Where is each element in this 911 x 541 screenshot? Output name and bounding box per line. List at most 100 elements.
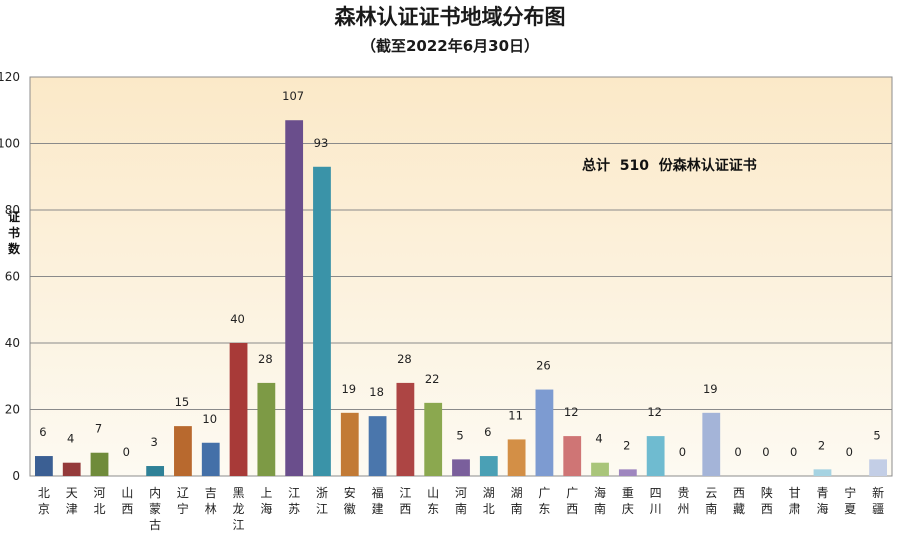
x-tick-label: 州 <box>677 502 689 516</box>
data-label: 5 <box>456 428 463 442</box>
x-tick-label: 四 <box>650 486 662 500</box>
x-tick-label: 内 <box>149 486 161 500</box>
data-label: 19 <box>341 382 356 396</box>
x-tick-label: 海 <box>594 485 606 500</box>
y-tick-layer: 0 20 40 60 80 100 120 <box>0 70 20 483</box>
y-tick-label: 20 <box>5 403 20 417</box>
data-label: 107 <box>282 89 304 103</box>
x-tick-label: 山 <box>427 486 439 500</box>
y-axis-label-char: 书 <box>8 225 20 240</box>
x-tick-label: 黑 <box>233 486 245 500</box>
x-tick-label: 川 <box>650 502 662 516</box>
x-tick-label: 辽 <box>177 486 189 500</box>
x-tick-label: 宁 <box>177 501 189 516</box>
x-tick-label: 山 <box>121 486 133 500</box>
x-tick-label: 吉 <box>205 486 217 500</box>
bar <box>618 469 637 476</box>
total-annotation: 总计 510 份森林认证证书 <box>582 157 757 174</box>
data-label: 0 <box>790 445 797 459</box>
data-label: 18 <box>369 385 384 399</box>
x-tick-label: 浙 <box>316 486 328 500</box>
x-tick-label: 南 <box>705 501 717 516</box>
x-tick-label: 甘 <box>789 486 801 500</box>
y-tick-label: 100 <box>0 137 20 151</box>
y-tick-label: 40 <box>5 336 20 350</box>
x-tick-label: 宁 <box>844 485 856 500</box>
x-tick-label: 陕 <box>761 485 773 500</box>
x-tick-label: 北 <box>94 502 106 516</box>
data-label: 40 <box>230 312 245 326</box>
x-tick-label: 天 <box>66 486 78 500</box>
bar <box>396 382 415 476</box>
y-tick-label: 120 <box>0 70 20 84</box>
data-label: 4 <box>67 432 74 446</box>
y-axis-label-char: 证 <box>8 210 20 224</box>
x-tick-label: 津 <box>66 502 78 516</box>
bar <box>813 469 832 476</box>
x-tick-label: 肃 <box>789 502 801 516</box>
data-label: 19 <box>703 382 718 396</box>
data-label: 12 <box>647 405 662 419</box>
bar <box>702 412 721 476</box>
x-tick-label: 西 <box>761 502 773 516</box>
data-label: 11 <box>508 408 523 422</box>
x-tick-label: 西 <box>733 486 745 500</box>
y-tick-label: 80 <box>5 203 20 217</box>
y-axis-label: 证书数 <box>8 210 21 256</box>
x-tick-label: 河 <box>455 486 467 500</box>
x-tick-label: 东 <box>538 502 550 516</box>
bar <box>285 120 304 476</box>
x-tick-label: 河 <box>94 486 106 500</box>
x-tick-label: 湖 <box>511 485 523 500</box>
data-label: 2 <box>623 438 630 452</box>
bar <box>507 439 526 476</box>
x-tick-label: 贵 <box>677 486 689 500</box>
x-tick-label: 江 <box>233 518 245 532</box>
data-label-layer: 6 4 7 0 3 15 10 40 28 107 93 19 18 28 22 5 6 11 26 12 4 2 12 0 1… <box>39 89 881 459</box>
x-tick-label: 林 <box>205 502 217 516</box>
data-label: 26 <box>536 359 551 373</box>
x-tick-label: 海 <box>816 501 828 516</box>
bar <box>146 466 165 476</box>
chart-title: 森林认证证书地域分布图 <box>335 5 566 29</box>
x-tick-label: 重 <box>622 486 634 500</box>
data-label: 4 <box>595 432 602 446</box>
grid-layer <box>30 143 892 410</box>
bar <box>35 456 53 476</box>
data-label: 0 <box>762 445 769 459</box>
data-label: 6 <box>484 425 491 439</box>
x-tick-label: 湖 <box>483 485 495 500</box>
bar <box>340 412 359 476</box>
bar <box>368 416 387 476</box>
x-tick-label: 北 <box>38 486 50 500</box>
x-tick-label: 新 <box>872 485 884 500</box>
data-label: 0 <box>679 445 686 459</box>
data-label: 0 <box>846 445 853 459</box>
bar <box>90 452 109 476</box>
data-label: 2 <box>818 438 825 452</box>
x-tick-label: 西 <box>399 502 411 516</box>
x-tick-label: 苏 <box>288 502 300 516</box>
data-label: 3 <box>150 435 157 449</box>
x-tick-label: 江 <box>399 486 411 500</box>
data-label: 22 <box>425 372 440 386</box>
x-tick-label: 蒙 <box>149 502 161 516</box>
data-label: 0 <box>123 445 130 459</box>
bar <box>313 166 331 476</box>
y-tick-label: 0 <box>12 469 20 483</box>
x-tick-label: 安 <box>344 485 356 500</box>
bar <box>591 462 609 476</box>
x-tick-label: 广 <box>538 486 550 500</box>
y-axis-label-char: 数 <box>8 241 21 256</box>
bar <box>424 402 443 476</box>
bar <box>174 426 192 476</box>
data-label: 0 <box>734 445 741 459</box>
data-label: 28 <box>258 352 273 366</box>
bar <box>452 459 470 476</box>
x-tick-label: 江 <box>288 486 300 500</box>
x-tick-label: 上 <box>260 486 272 500</box>
chart-subtitle: （截至2022年6月30日） <box>361 37 539 55</box>
x-tick-label: 福 <box>372 485 384 500</box>
